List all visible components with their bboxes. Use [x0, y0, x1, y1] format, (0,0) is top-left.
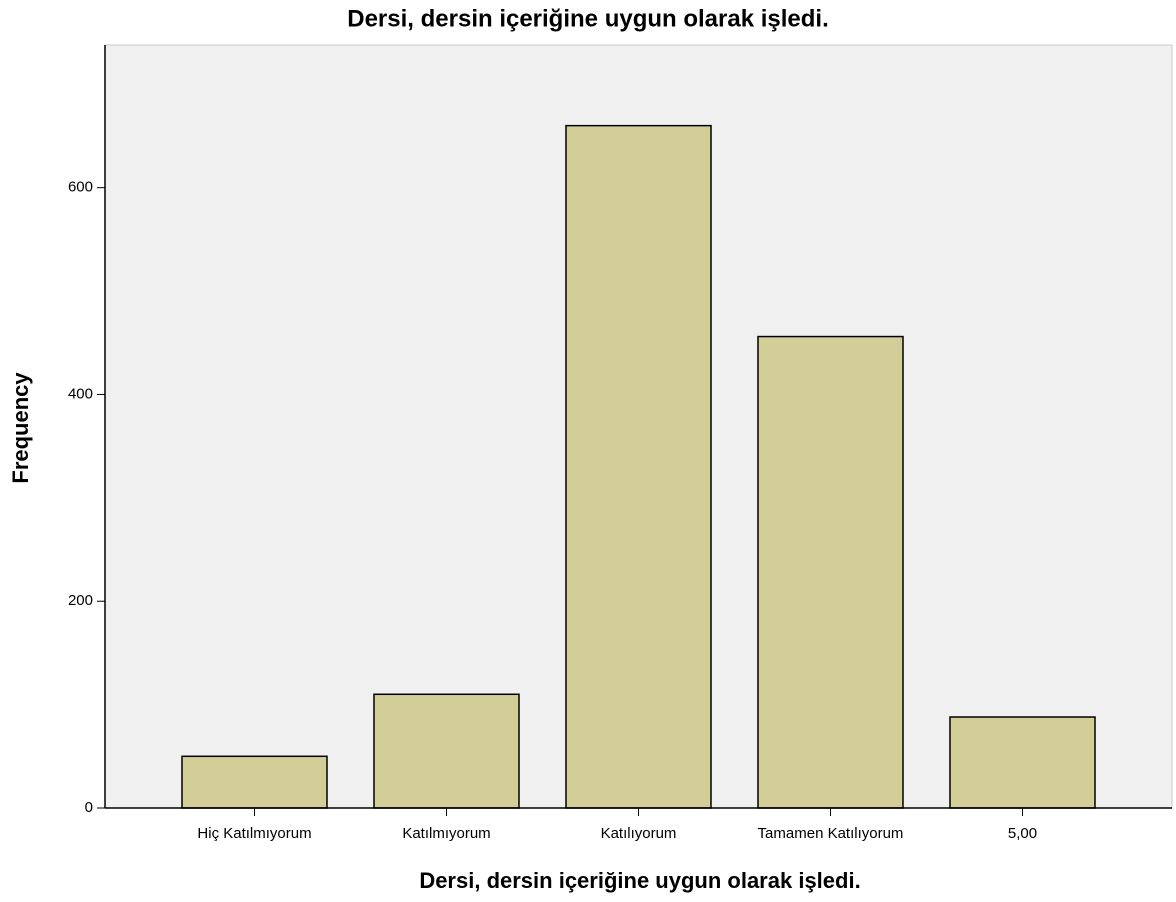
bar: [373, 693, 520, 809]
bar: [565, 124, 712, 809]
y-tick-label: 400: [68, 385, 93, 402]
y-tick-label: 200: [68, 592, 93, 609]
x-tick-label: Tamamen Katılıyorum: [758, 825, 904, 842]
x-tick-label: Katılmıyorum: [402, 825, 490, 842]
x-tick-label: Katılıyorum: [601, 825, 677, 842]
x-tick-label: Hiç Katılmıyorum: [197, 825, 311, 842]
chart-title: Dersi, dersin içeriğine uygun olarak işl…: [347, 5, 829, 32]
x-tick-label: 5,00: [1008, 825, 1037, 842]
y-axis-title: Frequency: [8, 372, 33, 484]
bar: [757, 335, 904, 809]
bar: [181, 755, 328, 809]
y-tick-label: 600: [68, 179, 93, 196]
bar: [949, 716, 1096, 809]
x-axis-title: Dersi, dersin içeriğine uygun olarak işl…: [419, 868, 860, 893]
y-tick-label: 0: [85, 799, 93, 816]
